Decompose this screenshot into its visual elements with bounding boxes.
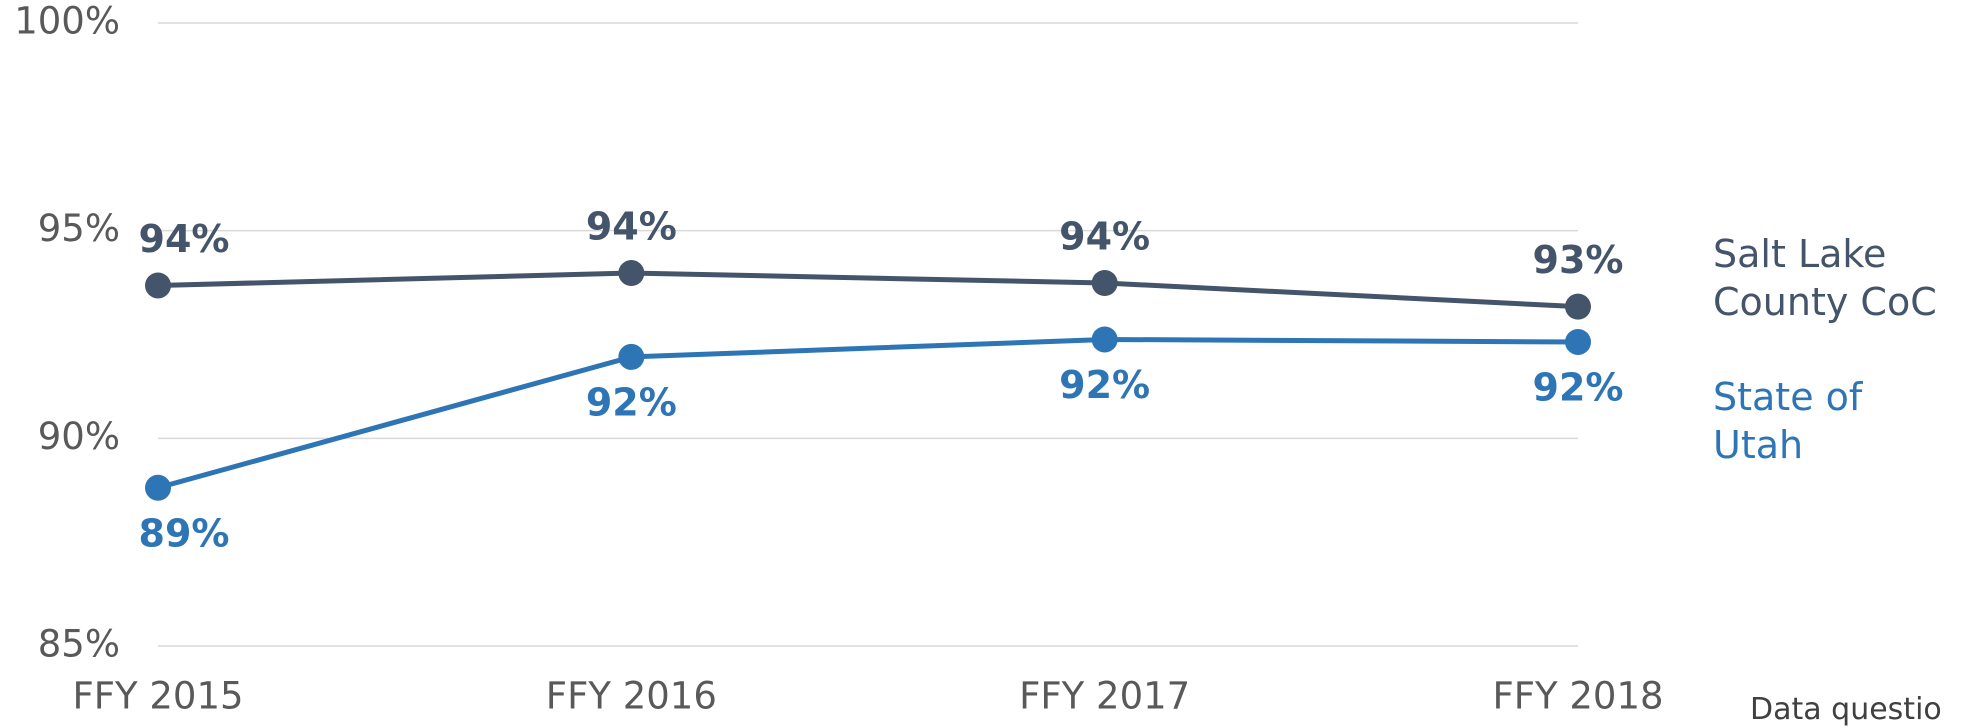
data-label: 94%: [139, 217, 230, 261]
data-label: 93%: [1533, 238, 1624, 282]
footnote: Data questio: [1750, 692, 1942, 727]
data-label: 92%: [586, 380, 677, 424]
data-label: 89%: [139, 511, 230, 555]
data-point: [1091, 269, 1118, 296]
legend-entry: Salt Lake County CoC: [1713, 232, 1937, 324]
x-tick-label: FFY 2018: [1492, 675, 1663, 718]
x-tick-label: FFY 2015: [72, 675, 243, 718]
y-tick-label: 90%: [38, 415, 120, 458]
x-tick-label: FFY 2016: [546, 675, 717, 718]
data-point: [1565, 328, 1591, 355]
data-point: [145, 272, 171, 299]
series-line: [157, 270, 1579, 310]
legend-entry: State of Utah: [1713, 375, 1863, 467]
x-tick-label: FFY 2017: [1019, 675, 1190, 718]
series-line: [157, 336, 1579, 491]
data-point: [618, 343, 645, 370]
y-tick-label: 85%: [38, 623, 120, 666]
data-point: [1091, 326, 1118, 353]
data-label: 92%: [1059, 363, 1150, 407]
data-label: 94%: [1059, 214, 1150, 258]
data-label: 92%: [1533, 365, 1624, 409]
y-tick-label: 95%: [38, 207, 120, 250]
data-point: [618, 260, 645, 287]
data-point: [145, 474, 171, 501]
y-tick-label: 100%: [14, 0, 120, 43]
data-point: [1565, 293, 1591, 320]
data-label: 94%: [586, 205, 677, 249]
